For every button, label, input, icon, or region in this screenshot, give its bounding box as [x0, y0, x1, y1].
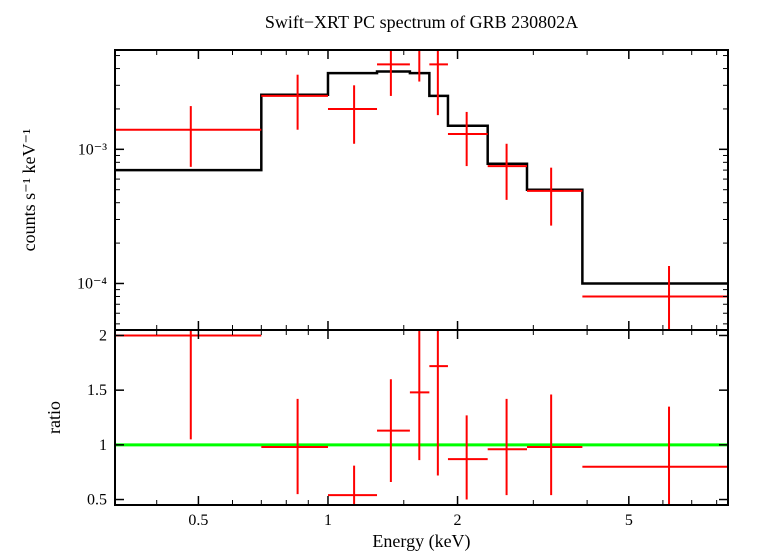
- chart-svg: Swift−XRT PC spectrum of GRB 230802A 10⁻⁴…: [0, 0, 758, 556]
- xtick-label: 2: [454, 512, 462, 529]
- xlabel: Energy (keV): [372, 531, 470, 552]
- ytick-label: 10⁻³: [78, 141, 107, 158]
- top-ylabel: counts s⁻¹ keV⁻¹: [19, 129, 39, 252]
- chart-title: Swift−XRT PC spectrum of GRB 230802A: [265, 12, 578, 32]
- ratio-ytick-label: 1: [99, 437, 107, 454]
- chart-container: Swift−XRT PC spectrum of GRB 230802A 10⁻⁴…: [0, 0, 758, 556]
- ytick-label: 10⁻⁴: [77, 275, 107, 292]
- bottom-ylabel: ratio: [44, 401, 64, 434]
- ratio-ytick-label: 2: [99, 327, 107, 344]
- ratio-ytick-label: 1.5: [87, 382, 107, 399]
- xtick-label: 5: [625, 512, 633, 529]
- xtick-label: 1: [324, 512, 332, 529]
- ratio-ytick-label: 0.5: [87, 492, 107, 509]
- xtick-label: 0.5: [188, 512, 208, 529]
